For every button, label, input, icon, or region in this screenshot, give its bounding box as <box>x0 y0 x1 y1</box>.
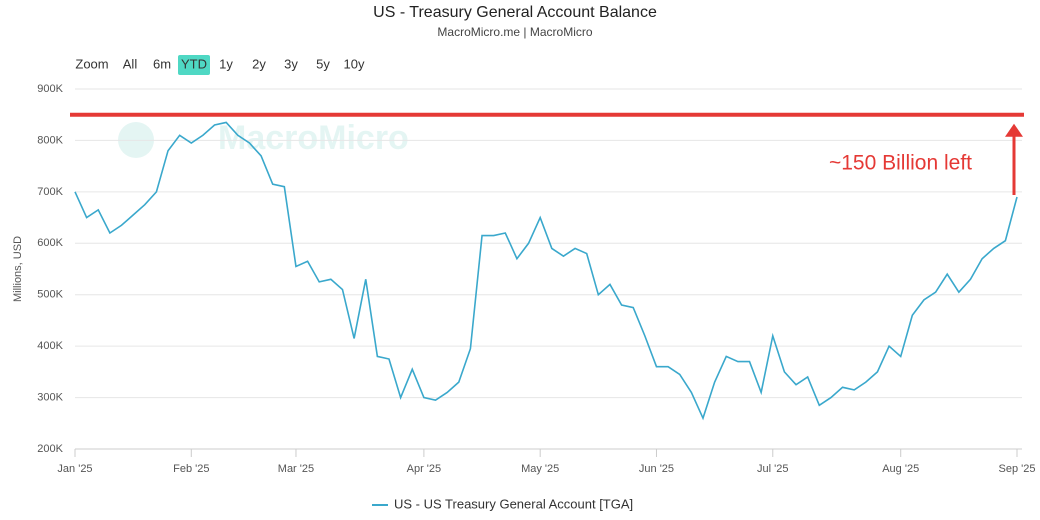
y-tick-label: 200K <box>37 443 63 455</box>
y-tick-label: 600K <box>37 237 63 249</box>
x-tick-label: Jan '25 <box>57 463 92 475</box>
annotation-arrow-head <box>1005 123 1023 137</box>
range-button[interactable]: 3y <box>284 56 298 71</box>
x-tick-label: May '25 <box>521 463 559 475</box>
range-button-bg[interactable] <box>178 55 210 75</box>
x-tick-label: Sep '25 <box>999 463 1036 475</box>
x-tick-label: Jun '25 <box>639 463 674 475</box>
x-tick-label: Aug '25 <box>882 463 919 475</box>
x-tick-label: Feb '25 <box>173 463 209 475</box>
x-tick-label: Mar '25 <box>278 463 314 475</box>
y-tick-label: 400K <box>37 340 63 352</box>
range-button[interactable]: All <box>123 56 138 71</box>
watermark: MacroMicro <box>218 119 409 157</box>
y-tick-label: 700K <box>37 186 63 198</box>
y-tick-label: 300K <box>37 391 63 403</box>
range-button[interactable]: 1y <box>219 56 233 71</box>
chart-title: US - Treasury General Account Balance <box>373 4 657 21</box>
range-button[interactable]: YTD <box>181 56 207 71</box>
y-tick-label: 800K <box>37 134 63 146</box>
range-button[interactable]: 5y <box>316 56 330 71</box>
x-tick-label: Apr '25 <box>407 463 442 475</box>
y-axis-label: Millions, USD <box>12 236 24 302</box>
y-tick-label: 500K <box>37 289 63 301</box>
line-series <box>74 121 1018 421</box>
chart-subtitle: MacroMicro.me | MacroMicro <box>437 25 592 39</box>
y-tick-label: 900K <box>37 83 63 95</box>
range-button[interactable]: 6m <box>153 56 171 71</box>
range-button[interactable]: 10y <box>344 56 365 71</box>
range-label: Zoom <box>75 56 108 71</box>
x-tick-label: Jul '25 <box>757 463 788 475</box>
annotation: ~150 Billion left <box>829 152 972 175</box>
legend-label[interactable]: US - US Treasury General Account [TGA] <box>394 496 633 511</box>
range-button[interactable]: 2y <box>252 56 266 71</box>
